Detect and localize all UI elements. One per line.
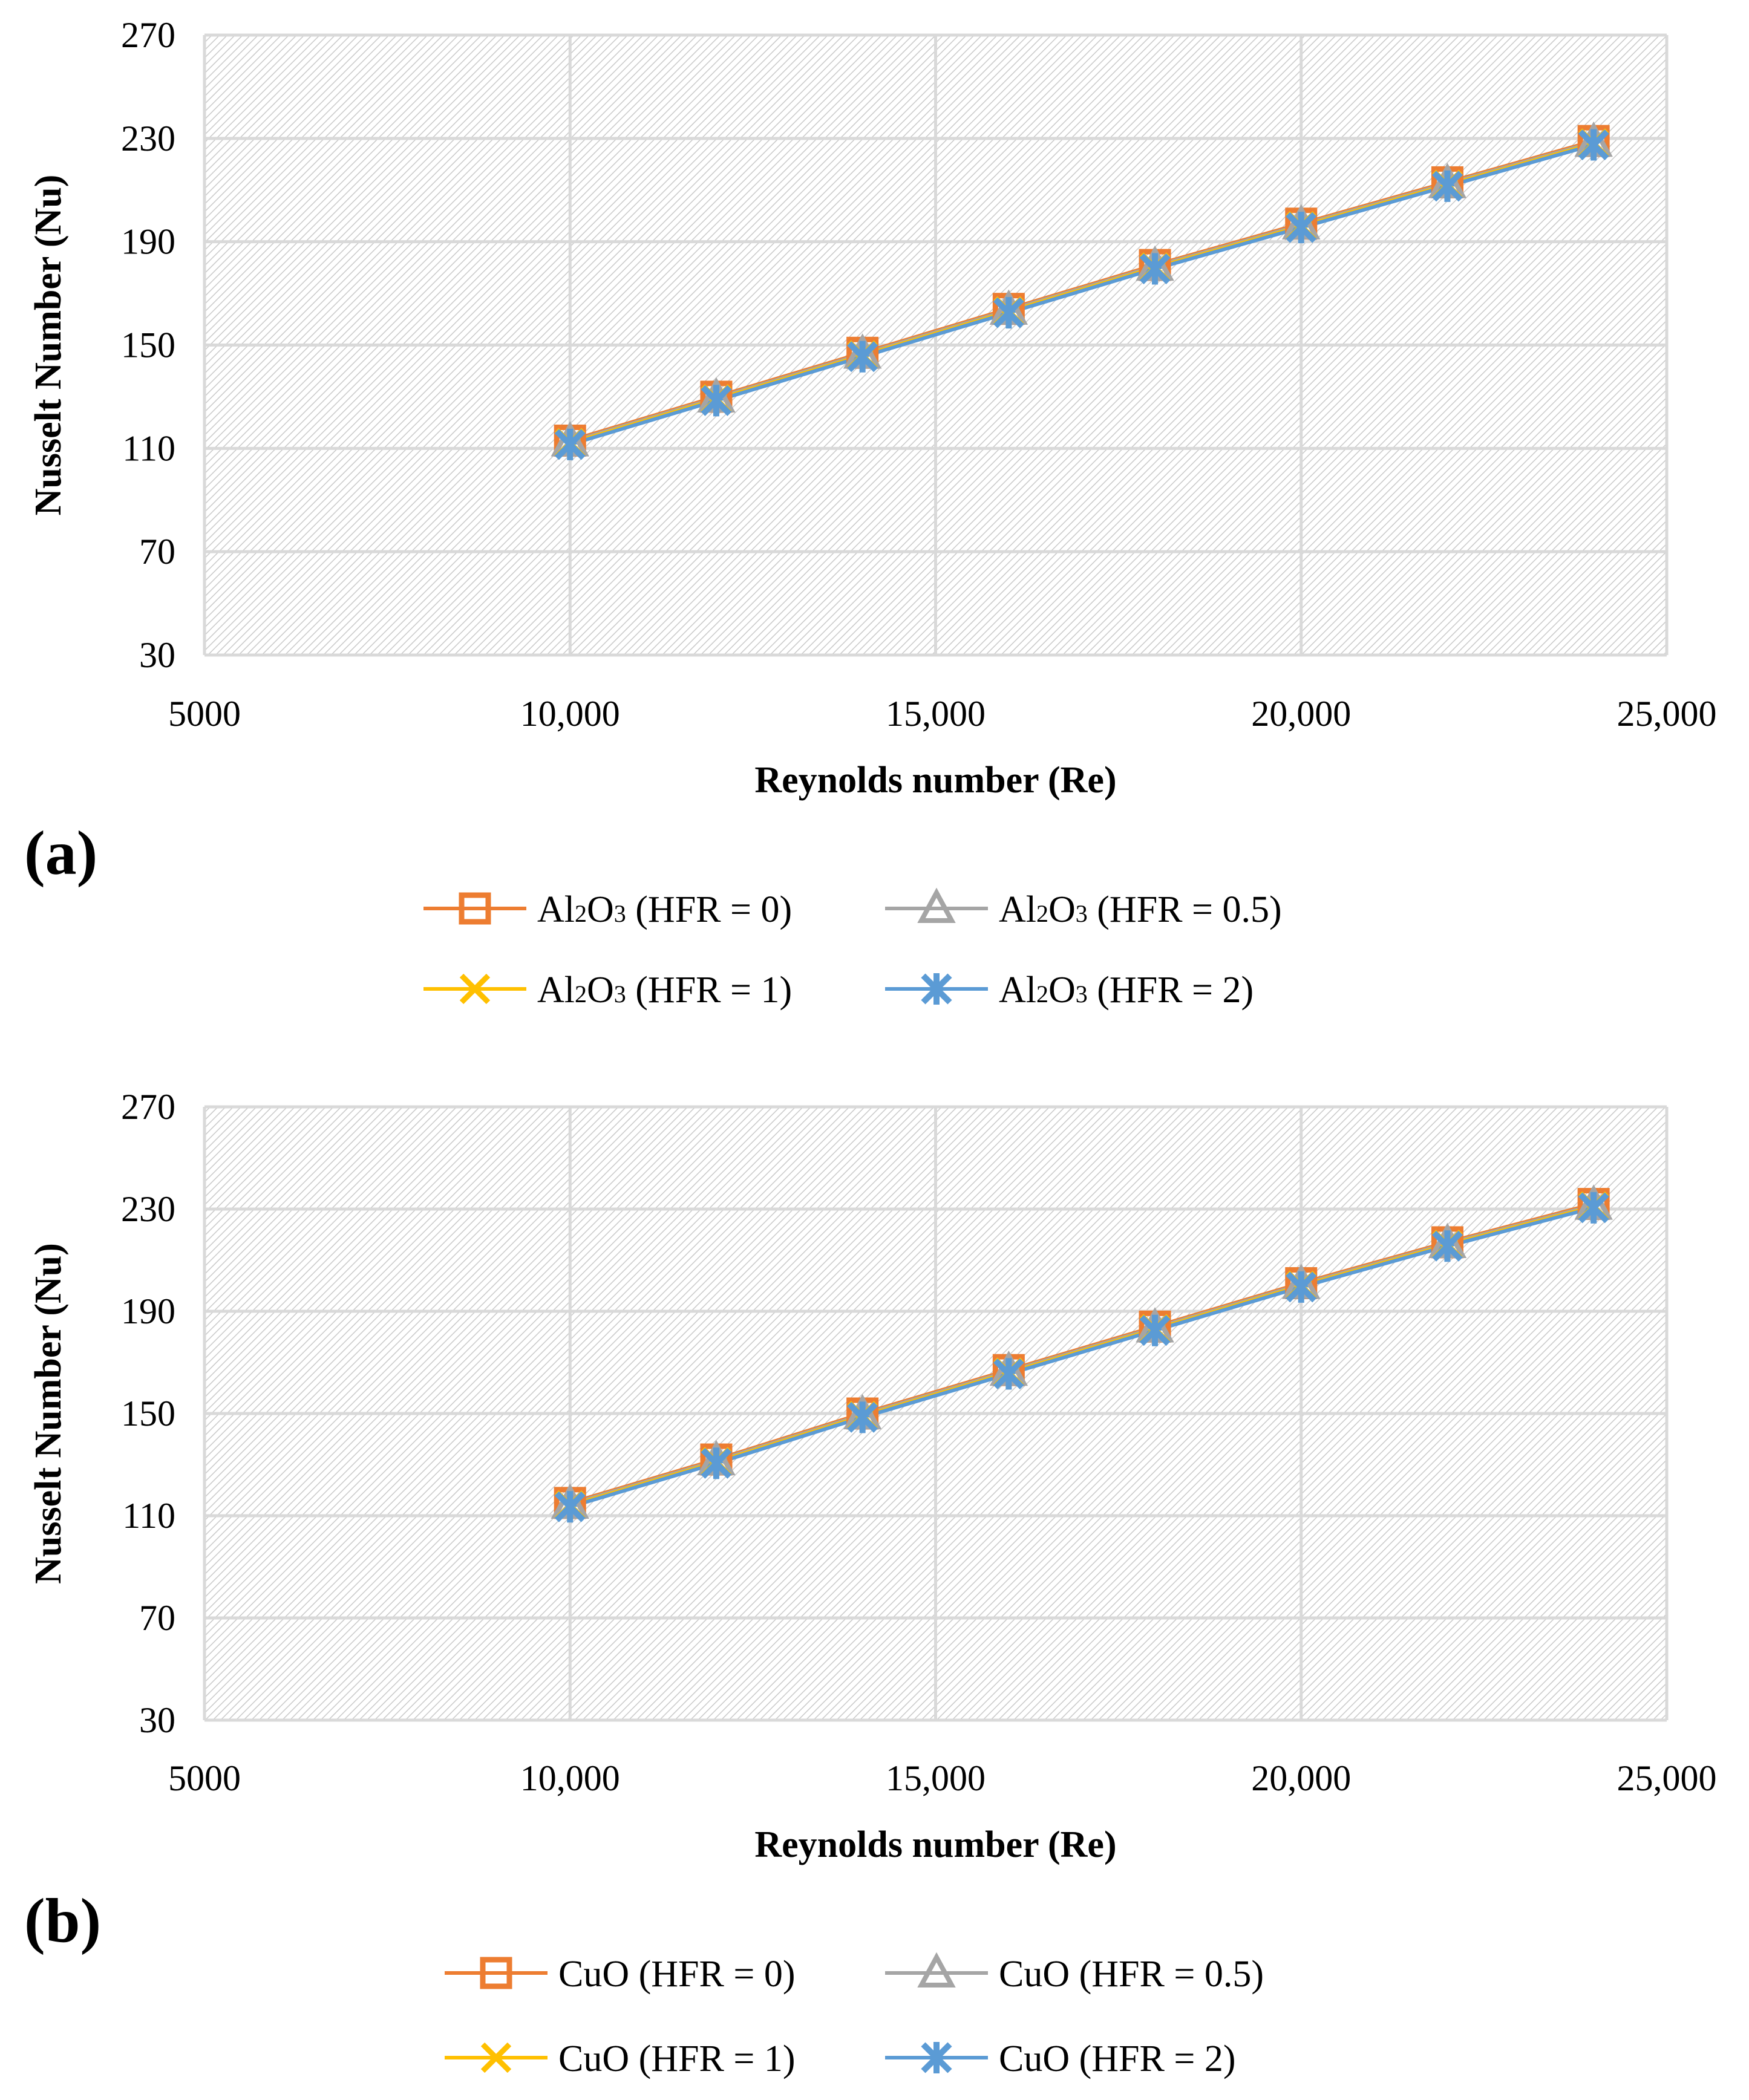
legend-text-part: CuO (HFR = 0) — [558, 1954, 796, 1995]
series-4-point — [554, 428, 586, 460]
y-tick-label: 190 — [121, 222, 175, 262]
legend-marker — [921, 973, 952, 1005]
y-tick-label: 110 — [122, 428, 175, 468]
series-4-point — [993, 297, 1024, 329]
legend-subscript: 2 — [575, 980, 587, 1008]
series-4-point — [1431, 1230, 1463, 1262]
panel-label: (b) — [24, 1886, 101, 1955]
legend-label: Al2O3 (HFR = 0.5) — [999, 889, 1282, 930]
series-4-point — [554, 1491, 586, 1523]
y-tick-label: 150 — [121, 1394, 175, 1433]
series-4-point — [847, 341, 878, 373]
y-tick-label: 150 — [121, 325, 175, 365]
legend-entry-4: CuO (HFR = 2) — [885, 2038, 1236, 2079]
legend-label: Al2O3 (HFR = 2) — [999, 970, 1254, 1011]
series-4-point — [701, 1447, 732, 1479]
legend-text-part: (HFR = 0.5) — [1088, 889, 1282, 930]
legend-entry-4: Al2O3 (HFR = 2) — [885, 970, 1254, 1011]
legend-entry-1: Al2O3 (HFR = 0) — [423, 889, 792, 930]
x-tick-label: 10,000 — [520, 1758, 620, 1798]
chart-panel-2: 30 70 110 150 190 230 270 5000 10,000 15,000 20,00… — [24, 1087, 1717, 2079]
y-tick-label: 270 — [121, 1087, 175, 1127]
legend-subscript: 3 — [614, 900, 626, 927]
series-4-point — [701, 385, 732, 417]
y-tick-label: 270 — [121, 15, 175, 55]
panel-label: (a) — [24, 818, 97, 888]
legend-entry-2: CuO (HFR = 0.5) — [885, 1952, 1264, 1995]
series-4-point — [1431, 170, 1463, 202]
legend-text-part: CuO (HFR = 2) — [999, 2038, 1236, 2079]
legend-entry-3: Al2O3 (HFR = 1) — [423, 970, 792, 1011]
series-4-point — [1578, 129, 1609, 161]
legend-text-part: CuO (HFR = 1) — [558, 2038, 796, 2079]
series-4-point — [1578, 1192, 1609, 1224]
legend-entry-2: Al2O3 (HFR = 0.5) — [885, 887, 1282, 930]
legend-entry-3: CuO (HFR = 1) — [445, 2038, 796, 2079]
legend-text-part: O — [1048, 889, 1076, 930]
legend-marker — [917, 887, 956, 923]
x-axis-title: Reynolds number (Re) — [754, 760, 1116, 801]
y-tick-label: 70 — [139, 532, 175, 572]
x-tick-label: 5000 — [168, 1758, 241, 1798]
legend-marker — [459, 892, 491, 925]
legend-text-part: Al — [537, 889, 575, 930]
series-4-point — [993, 1358, 1024, 1390]
legend-subscript: 2 — [1036, 900, 1048, 927]
x-tick-label: 20,000 — [1251, 1758, 1351, 1798]
series-4-point — [1286, 212, 1317, 244]
y-axis-title: Nusselt Number (Nu) — [28, 175, 69, 516]
legend-text-part: Al — [999, 970, 1036, 1011]
legend-subscript: 3 — [1076, 980, 1088, 1008]
chart-panel-1: 30 70 110 150 190 230 270 5000 10,000 15,000 20,00… — [24, 15, 1717, 1011]
y-tick-label: 70 — [139, 1598, 175, 1638]
legend-marker — [459, 973, 491, 1005]
legend-label: CuO (HFR = 0) — [558, 1954, 796, 1995]
legend-subscript: 3 — [1076, 900, 1088, 927]
series-4-point — [1139, 253, 1171, 285]
y-tick-label: 190 — [121, 1291, 175, 1331]
x-tick-label: 5000 — [168, 694, 241, 734]
legend-label: CuO (HFR = 0.5) — [999, 1954, 1264, 1995]
series-4-point — [1139, 1314, 1171, 1346]
y-axis-title: Nusselt Number (Nu) — [28, 1243, 69, 1584]
x-tick-label: 25,000 — [1617, 1758, 1717, 1798]
legend-label: Al2O3 (HFR = 0) — [537, 889, 792, 930]
legend-marker — [480, 2042, 512, 2073]
legend-marker — [480, 1957, 512, 1989]
legend-text-part: O — [587, 970, 614, 1011]
x-tick-label: 15,000 — [886, 1758, 986, 1798]
legend-marker — [917, 1952, 956, 1988]
x-axis-title: Reynolds number (Re) — [754, 1824, 1116, 1865]
series-line-4 — [569, 1205, 1594, 1509]
y-tick-label: 230 — [121, 119, 175, 158]
legend-text-part: (HFR = 0) — [626, 889, 792, 930]
x-tick-label: 25,000 — [1617, 694, 1717, 734]
legend-text-part: (HFR = 2) — [1088, 970, 1254, 1011]
legend-label: Al2O3 (HFR = 1) — [537, 970, 792, 1011]
legend-marker — [921, 2042, 952, 2073]
y-tick-label: 110 — [122, 1496, 175, 1536]
series-4-point — [847, 1401, 878, 1433]
y-tick-label: 30 — [139, 1700, 175, 1740]
y-tick-label: 30 — [139, 635, 175, 675]
series-4-point — [1286, 1271, 1317, 1303]
legend-text-part: (HFR = 1) — [626, 970, 792, 1011]
legend-subscript: 2 — [575, 900, 587, 927]
series-line-4 — [569, 143, 1594, 446]
y-tick-label: 230 — [121, 1189, 175, 1229]
legend-text-part: O — [587, 889, 614, 930]
legend-entry-1: CuO (HFR = 0) — [445, 1954, 796, 1995]
legend-text-part: Al — [537, 970, 575, 1011]
legend-text-part: CuO (HFR = 0.5) — [999, 1954, 1264, 1995]
legend-subscript: 3 — [614, 980, 626, 1008]
x-tick-label: 15,000 — [886, 694, 986, 734]
x-tick-label: 10,000 — [520, 694, 620, 734]
legend-text-part: O — [1048, 970, 1076, 1011]
legend-label: CuO (HFR = 2) — [999, 2038, 1236, 2079]
x-tick-label: 20,000 — [1251, 694, 1351, 734]
legend-text-part: Al — [999, 889, 1036, 930]
legend-label: CuO (HFR = 1) — [558, 2038, 796, 2079]
legend-subscript: 2 — [1036, 980, 1048, 1008]
